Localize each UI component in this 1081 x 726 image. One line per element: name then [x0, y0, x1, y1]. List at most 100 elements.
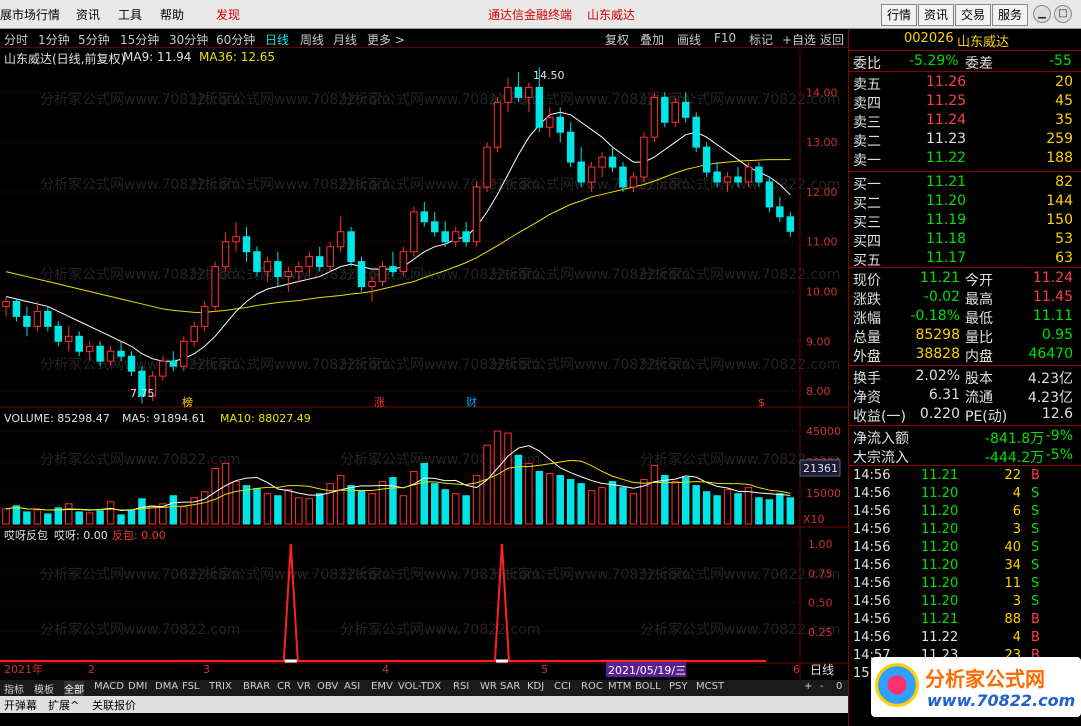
volume-bar: [295, 497, 303, 525]
period-weekly[interactable]: 周线: [300, 33, 325, 47]
candle-body: [85, 345, 94, 352]
indicator-tab-mtm[interactable]: MTM: [608, 681, 632, 692]
indicator-tab-全部[interactable]: 全部: [64, 681, 84, 696]
volume-bar: [504, 432, 512, 525]
period-15min[interactable]: 15分钟: [120, 33, 160, 47]
stat-value: 38828: [915, 346, 960, 362]
chart-area[interactable]: 分析家公式网www.70822.com 分析家公式网www.70822.com 分析…: [0, 49, 848, 680]
volume-bar: [535, 470, 544, 525]
trade-button[interactable]: 交易: [955, 4, 992, 26]
tool-add-watchlist[interactable]: +自选: [782, 33, 817, 47]
tool-overlay[interactable]: 叠加: [640, 33, 665, 47]
candle-body: [629, 176, 638, 188]
candle-body: [242, 236, 251, 253]
maximize-icon[interactable]: □: [1054, 5, 1072, 23]
candle-body: [169, 360, 178, 367]
indicator-tab-emv[interactable]: EMV: [371, 681, 393, 692]
volume-bar: [253, 488, 261, 525]
period-more[interactable]: 更多 >: [367, 33, 405, 47]
candle-body: [378, 266, 387, 283]
indicator-tab-dma[interactable]: DMA: [155, 681, 179, 692]
period-1min[interactable]: 1分钟: [38, 33, 70, 47]
period-5min[interactable]: 5分钟: [78, 33, 110, 47]
menu-tools[interactable]: 工具: [118, 8, 143, 22]
menu-news[interactable]: 资讯: [76, 8, 101, 22]
news-button[interactable]: 资讯: [918, 4, 955, 26]
candle-body: [336, 231, 345, 248]
indicator-tab-obv[interactable]: OBV: [317, 681, 339, 692]
bid-volume: 82: [1055, 174, 1073, 190]
watermark-text: 分析家公式网www.70822.com: [640, 176, 840, 193]
tick-volume: 40: [1004, 540, 1021, 555]
tool-f10[interactable]: F10: [714, 31, 737, 45]
service-button[interactable]: 服务: [992, 4, 1029, 26]
indicator-tab-指标[interactable]: 指标: [4, 685, 24, 696]
tick-volume: 88: [1004, 612, 1021, 627]
indicator-tick-label: 0.75: [808, 567, 833, 580]
indicator-tab-wr[interactable]: WR: [480, 681, 497, 692]
danmu-button[interactable]: 开弹幕: [4, 699, 37, 712]
menu-market[interactable]: 展市场行情: [0, 8, 61, 22]
period-60min[interactable]: 60分钟: [216, 33, 256, 47]
indicator-tab-vol-tdx[interactable]: VOL-TDX: [398, 681, 442, 692]
zoom-control[interactable]: 0: [836, 681, 843, 692]
period-monthly[interactable]: 月线: [333, 33, 358, 47]
indicator-tab-trix[interactable]: TRIX: [209, 681, 232, 692]
volume-bar: [702, 491, 711, 525]
indicator-tab-dmi[interactable]: DMI: [128, 681, 148, 692]
price-tick-label: 11.00: [806, 236, 838, 249]
indicator-tab-cr[interactable]: CR: [277, 681, 291, 692]
tool-back[interactable]: 返回: [820, 33, 845, 47]
watermark-text: 分析家公式网www.70822.com: [640, 266, 840, 283]
zoom-control[interactable]: -: [820, 681, 824, 692]
indicator-tab-vr[interactable]: VR: [297, 681, 311, 692]
quote-panel: 002026 山东威达 委比 -5.29% 委差 -55 卖五 11.26 20 卖四 11.25 4…: [848, 29, 1081, 726]
watermark-text: 分析家公式网www.70822.com: [40, 176, 240, 193]
candle-body: [786, 216, 795, 232]
indicator-tab-mcst[interactable]: MCST: [696, 681, 725, 692]
tool-mark[interactable]: 标记: [749, 33, 774, 47]
indicator-tab-cci[interactable]: CCI: [554, 681, 571, 692]
stat-value: 11.11: [1032, 308, 1073, 324]
indicator-tab-macd[interactable]: MACD: [94, 681, 124, 692]
period-30min[interactable]: 30分钟: [169, 33, 209, 47]
zoom-control[interactable]: +: [804, 681, 813, 692]
tool-draw[interactable]: 画线: [677, 33, 702, 47]
stock-name: 山东威达: [957, 35, 1010, 50]
stat-label: 收益(一): [853, 409, 906, 425]
volume-bar: [274, 495, 282, 525]
minimize-icon[interactable]: ▁: [1033, 5, 1051, 23]
indicator-tab-boll[interactable]: BOLL: [635, 681, 661, 692]
bid-price: 11.20: [926, 193, 967, 209]
volume-bar: [106, 501, 115, 525]
chart-info-bar: 山东威达(日线,前复权) MA9: 11.94 MA36: 12.65: [0, 49, 848, 66]
volume-bar: [734, 493, 742, 525]
flow-label: 净流入额: [853, 431, 909, 447]
quote-button[interactable]: 行情: [881, 4, 918, 26]
tick-time: 14:56: [853, 486, 891, 501]
indicator-tab-kdj[interactable]: KDJ: [527, 681, 545, 692]
related-quote-button[interactable]: 关联报价: [92, 699, 136, 712]
indicator-tab-brar[interactable]: BRAR: [243, 681, 271, 692]
indicator-tab-roc[interactable]: ROC: [581, 681, 603, 692]
stat-label: 最高: [965, 292, 993, 308]
candle-body: [661, 96, 669, 123]
date-tick-label: 2: [88, 663, 95, 676]
expand-button[interactable]: 扩展^: [48, 699, 80, 712]
candle-body: [190, 325, 198, 342]
volume-bar: [326, 483, 334, 525]
tool-fuquan[interactable]: 复权: [605, 33, 630, 47]
candle-body: [159, 360, 167, 377]
price-tick-label: 8.00: [806, 385, 831, 398]
indicator-tab-sar[interactable]: SAR: [500, 681, 521, 692]
indicator-tab-psy[interactable]: PSY: [669, 681, 688, 692]
period-daily[interactable]: 日线: [265, 33, 290, 47]
indicator-tab-fsl[interactable]: FSL: [182, 681, 200, 692]
menu-discover[interactable]: 发现: [216, 8, 241, 22]
period-intraday[interactable]: 分时: [4, 33, 29, 47]
indicator-tab-asi[interactable]: ASI: [344, 681, 361, 692]
menu-help[interactable]: 帮助: [160, 8, 185, 22]
indicator-tab-rsi[interactable]: RSI: [453, 681, 470, 692]
indicator-tab-模板[interactable]: 模板: [34, 685, 54, 696]
tick-time: 14:56: [853, 522, 891, 537]
